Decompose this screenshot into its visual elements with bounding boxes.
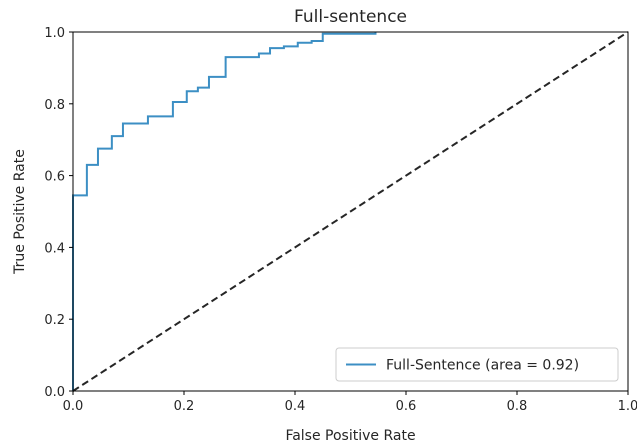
- y-tick-label: 0.0: [44, 385, 65, 400]
- x-tick-label: 1.0: [618, 399, 637, 414]
- chance-diagonal-line: [72, 31, 629, 392]
- x-tick-label: 0.2: [174, 399, 195, 414]
- x-axis-ticks: 0.0 0.2 0.4 0.6 0.8 1.0: [63, 391, 637, 414]
- y-tick-label: 0.6: [44, 170, 65, 185]
- legend-entry: Full-Sentence (area = 0.92): [386, 358, 579, 374]
- legend-box: [335, 347, 619, 382]
- x-tick-label: 0.4: [285, 399, 306, 414]
- y-axis-label: True Positive Rate: [12, 149, 28, 275]
- y-tick-label: 0.2: [44, 313, 65, 328]
- series-layer: [72, 31, 629, 392]
- y-tick-label: 0.4: [44, 241, 65, 256]
- y-tick-label: 1.0: [44, 26, 65, 41]
- legend: Full-Sentence (area = 0.92): [335, 347, 619, 382]
- plot-frame: [72, 31, 629, 392]
- x-tick-label: 0.0: [63, 399, 84, 414]
- x-axis-label: False Positive Rate: [285, 428, 415, 444]
- y-tick-label: 0.8: [44, 98, 65, 113]
- y-axis-ticks: 0.0 0.2 0.4 0.6 0.8 1.0: [44, 26, 73, 400]
- roc-curve-line: [72, 32, 377, 391]
- chart-title: Full-sentence: [294, 7, 407, 27]
- x-tick-label: 0.8: [507, 399, 528, 414]
- x-tick-label: 0.6: [396, 399, 417, 414]
